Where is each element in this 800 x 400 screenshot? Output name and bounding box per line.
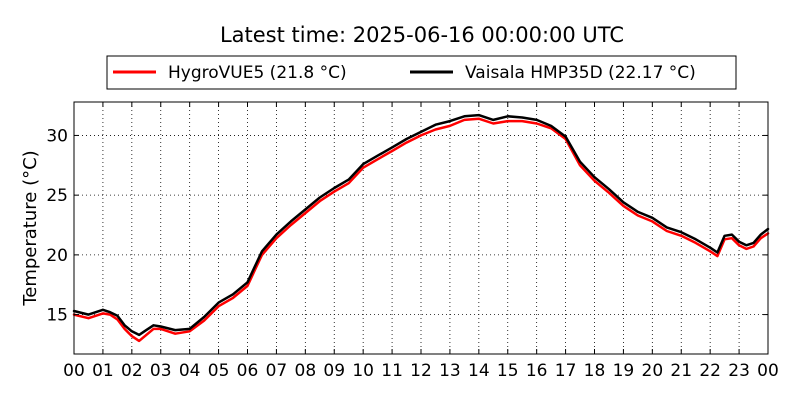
x-tick-label: 23	[728, 361, 750, 381]
x-tick-label: 00	[757, 361, 779, 381]
x-tick-label: 22	[699, 361, 721, 381]
series-layer	[72, 113, 770, 343]
legend-label-vaisala: Vaisala HMP35D (22.17 °C)	[465, 63, 696, 83]
x-tick-label: 13	[439, 361, 461, 381]
x-tick-label: 15	[497, 361, 519, 381]
x-tick-label: 03	[150, 361, 172, 381]
x-tick-label: 04	[179, 361, 201, 381]
chart-title: Latest time: 2025-06-16 00:00:00 UTC	[220, 23, 624, 47]
x-tick-label: 02	[121, 361, 143, 381]
x-tick-label: 17	[555, 361, 577, 381]
x-tick-label: 01	[92, 361, 114, 381]
legend: HygroVUE5 (21.8 °C) Vaisala HMP35D (22.1…	[106, 55, 737, 90]
x-tick-label: 11	[381, 361, 403, 381]
x-tick-label: 14	[468, 361, 490, 381]
x-tick-label: 08	[295, 361, 317, 381]
series-line-hygrovue	[72, 117, 770, 343]
x-tick-labels: 00 01 02 03 04 05 06 07 08 09 10 11 12 13 14 15 16 17 18 19…	[63, 361, 779, 381]
y-tick-labels: 15 20 25 30	[46, 126, 68, 325]
y-tick-label: 25	[46, 186, 68, 206]
x-tick-label: 18	[584, 361, 606, 381]
x-tick-label: 10	[352, 361, 374, 381]
x-tick-label: 09	[323, 361, 345, 381]
y-axis-label: Temperature (°C)	[20, 150, 41, 306]
x-tick-label: 06	[237, 361, 259, 381]
y-tick-label: 20	[46, 246, 68, 266]
x-tick-label: 07	[266, 361, 288, 381]
x-tick-label: 20	[642, 361, 664, 381]
x-tick-label: 21	[670, 361, 692, 381]
y-tick-label: 15	[46, 306, 68, 326]
x-tick-label: 12	[410, 361, 432, 381]
x-tick-label: 16	[526, 361, 548, 381]
y-tick-label: 30	[46, 126, 68, 146]
x-tick-label: 00	[63, 361, 85, 381]
x-tick-label: 19	[613, 361, 635, 381]
x-tick-label: 05	[208, 361, 230, 381]
series-line-vaisala	[72, 113, 770, 337]
ticks	[73, 102, 769, 354]
legend-label-hygrovue: HygroVUE5 (21.8 °C)	[168, 63, 347, 83]
